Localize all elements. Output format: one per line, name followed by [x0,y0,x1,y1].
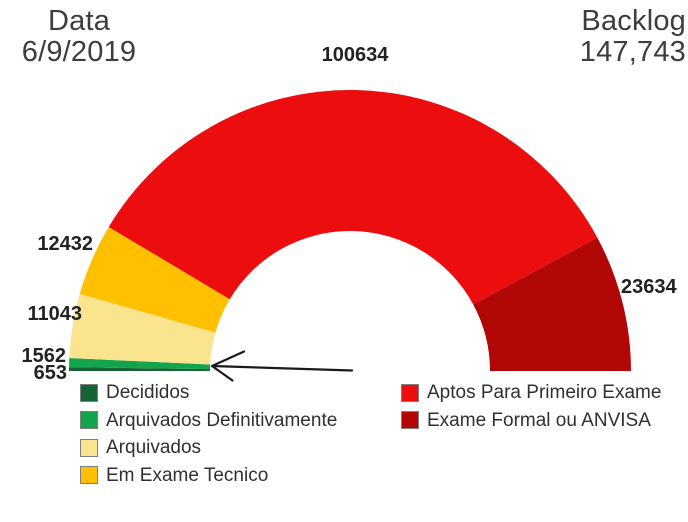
legend-swatch-decididos [80,383,98,402]
legend-swatch-arquivados-definitivamente [80,411,98,429]
legend-item-em-exame-tecnico: Em Exame Tecnico [80,464,337,486]
legend-item-arquivados: Arquivados [80,437,337,458]
date-value: 6/9/2019 [21,36,137,68]
segment-value-aptos-para-primeiro-exame: 100634 [321,44,389,66]
legend-item-decididos: Decididos [80,382,337,403]
segment-arquivados-definitivamente [69,357,211,370]
legend-item-exame-formal-ou-anvisa: Exame Formal ou ANVISA [401,409,661,431]
legend-label-arquivados: Arquivados [106,437,202,458]
legend-label-arquivados-definitivamente: Arquivados Definitivamente [106,409,338,431]
date-label: Data [47,5,111,37]
segment-value-arquivados: 11043 [27,303,82,325]
segment-value-em-exame-tecnico: 12432 [37,233,93,255]
segment-decididos [69,367,211,371]
backlog-label: Backlog [581,5,686,37]
legend-label-exame-formal-ou-anvisa: Exame Formal ou ANVISA [427,409,651,431]
legend-right-column: Aptos Para Primeiro Exame Exame Formal o… [401,382,662,439]
backlog-value: 147,743 [579,36,686,68]
date-block: Data 6/9/2019 [4,6,154,68]
annotation-arrow [210,350,354,382]
backlog-block: Backlog 147,743 [510,6,686,68]
legend-left-column: Decididos Arquivados Definitivamente Arq… [80,382,338,494]
segment-value-arquivados-definitivamente: 1562 [21,345,67,367]
segment-value-exame-formal-ou-anvisa: 23634 [621,276,677,298]
legend-swatch-aptos-para-primeiro-exame [401,383,419,402]
legend-label-decididos: Decididos [106,382,190,403]
legend-label-aptos-para-primeiro-exame: Aptos Para Primeiro Exame [427,382,662,403]
legend-label-em-exame-tecnico: Em Exame Tecnico [106,464,269,486]
segment-aptos-para-primeiro-exame [108,89,598,305]
segment-exame-formal-ou-anvisa [473,237,631,371]
segment-value-decididos: 653 [33,362,67,384]
legend-swatch-exame-formal-ou-anvisa [401,411,419,429]
segment-em-exame-tecnico [79,226,230,333]
legend-swatch-em-exame-tecnico [80,466,98,484]
segment-arquivados [69,293,216,365]
legend-item-aptos-para-primeiro-exame: Aptos Para Primeiro Exame [401,382,662,403]
legend-swatch-arquivados [80,438,98,457]
legend-item-arquivados-definitivamente: Arquivados Definitivamente [80,409,338,431]
